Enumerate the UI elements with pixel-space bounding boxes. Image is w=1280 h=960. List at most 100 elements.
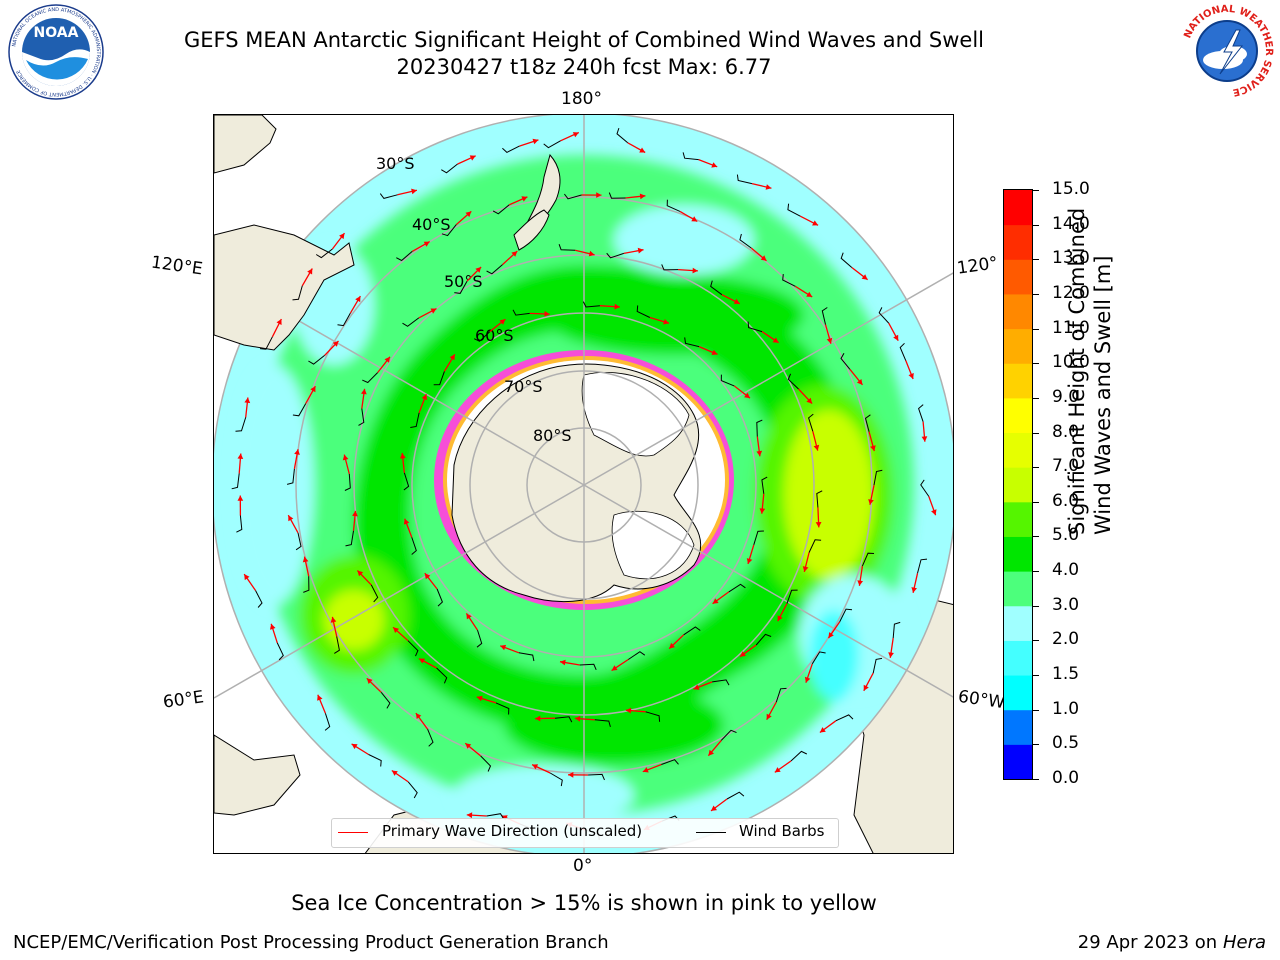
- wave-arrow-head: [760, 255, 767, 261]
- wind-barb: [608, 192, 626, 199]
- wind-barb: [286, 468, 295, 485]
- wave-arrow-head: [560, 659, 566, 666]
- wave-arrow-head: [532, 138, 539, 145]
- lon-label-right-upper: 120°: [955, 253, 1000, 279]
- wave-arrow-head: [669, 642, 675, 649]
- colorbar-tick-mark: [1033, 328, 1039, 330]
- colorbar-tick-mark: [1033, 640, 1039, 642]
- wave-arrow-head: [663, 319, 669, 325]
- wave-arrow-head: [806, 397, 813, 404]
- colorbar-swatch: [1004, 675, 1032, 711]
- wave-arrow-head: [302, 556, 309, 563]
- wind-barb: [808, 539, 822, 553]
- wave-arrow-head: [384, 356, 390, 363]
- wind-barb: [755, 633, 772, 646]
- wind-barb: [563, 193, 582, 200]
- wind-barb: [840, 353, 851, 370]
- wind-barb: [549, 772, 563, 787]
- wind-barb: [899, 342, 907, 361]
- wave-arrow-head: [819, 727, 826, 733]
- wave-arrow-head: [449, 354, 455, 361]
- wave-arrow-head: [351, 743, 358, 750]
- wave-arrow-head: [740, 651, 746, 657]
- colorbar-swatch: [1004, 190, 1032, 226]
- colorbar-tick-mark: [1033, 259, 1039, 261]
- wind-barb: [579, 663, 597, 670]
- wave-arrow-head: [317, 694, 323, 701]
- wind-barb: [476, 629, 483, 648]
- wind-barb: [480, 755, 492, 772]
- colorbar-swatch: [1004, 571, 1032, 607]
- wind-barb: [362, 372, 378, 384]
- wind-barb: [726, 791, 745, 800]
- wind-barb: [486, 264, 503, 275]
- wind-barb: [495, 702, 510, 715]
- wave-arrow-head: [466, 613, 472, 620]
- wave-arrow-head: [391, 770, 398, 776]
- wave-arrow-head: [596, 192, 602, 198]
- wave-arrow-head: [639, 147, 646, 153]
- wind-barb: [588, 773, 605, 781]
- noaa-logo: NOAA NATIONAL OCEANIC AND ATMOSPHERIC AD…: [8, 4, 104, 100]
- wind-barb: [761, 476, 768, 494]
- wave-arrow-head: [270, 623, 276, 630]
- legend-barb-label: Wind Barbs: [739, 822, 825, 840]
- colorbar-swatch: [1004, 363, 1032, 399]
- wind-barb: [712, 679, 730, 686]
- wind-barb: [840, 252, 853, 268]
- wave-arrow-head: [908, 373, 914, 379]
- wave-arrow-head: [424, 573, 431, 580]
- colorbar-tick-mark: [1033, 779, 1039, 780]
- wind-barb: [558, 244, 576, 251]
- wind-barb: [917, 558, 928, 574]
- wind-barb: [433, 371, 445, 386]
- wave-arrow-head: [639, 193, 646, 200]
- wind-barb: [441, 163, 458, 174]
- wave-arrow-head: [366, 678, 373, 684]
- wind-barb: [628, 651, 646, 660]
- legend: Primary Wave Direction (unscaled) Wind B…: [331, 818, 839, 848]
- wind-barb: [555, 716, 573, 723]
- wave-arrow-head: [931, 509, 937, 516]
- wave-arrow-head: [772, 337, 779, 343]
- wave-arrow-head: [511, 251, 518, 257]
- colorbar-tick-label: 13.0: [1052, 248, 1090, 269]
- wave-arrow-head: [357, 570, 364, 577]
- wave-arrow-head: [352, 510, 358, 517]
- wind-barb: [396, 251, 413, 262]
- wind-barb: [835, 714, 854, 722]
- wind-barb: [235, 417, 247, 432]
- colorbar-swatch: [1004, 224, 1032, 260]
- colorbar-swatch: [1004, 328, 1032, 364]
- wave-arrow-head: [276, 319, 282, 325]
- wave-arrow-head: [712, 598, 719, 604]
- wind-barb: [775, 687, 787, 703]
- noaa-logo-name: NOAA: [34, 25, 79, 41]
- lat-label-40s: 40°S: [412, 215, 451, 234]
- colorbar-swatch: [1004, 536, 1032, 572]
- wave-arrow-head: [812, 220, 819, 226]
- colorbar-tick-mark: [1033, 675, 1039, 677]
- wave-arrow-head: [861, 274, 868, 280]
- wave-arrow-head: [774, 767, 781, 773]
- footer-date-text: 29 Apr 2023 on: [1077, 932, 1218, 953]
- wind-barb: [407, 781, 418, 799]
- lon-label-right-lower: 60°W: [956, 686, 1007, 714]
- wind-barb: [403, 472, 410, 491]
- wind-barb: [710, 280, 723, 296]
- wave-arrow-head: [766, 713, 772, 720]
- wind-barb: [308, 355, 325, 365]
- wave-arrow-head: [465, 743, 472, 749]
- wind-barb: [753, 530, 764, 545]
- footer-credit: NCEP/EMC/Verification Post Processing Pr…: [13, 932, 609, 953]
- wind-barb: [683, 626, 701, 636]
- wind-barb: [582, 301, 600, 308]
- colorbar-tick-mark: [1033, 536, 1039, 538]
- wind-barb: [918, 404, 924, 422]
- colorbar-label-line2: Wind Waves and Swell [m]: [1091, 255, 1115, 535]
- nws-logo: NATIONAL WEATHER SERVICE: [1178, 2, 1276, 100]
- wind-barb: [661, 759, 679, 765]
- wind-barb: [661, 264, 679, 271]
- colorbar-swatch: [1004, 501, 1032, 537]
- colorbar-tick-label: 14.0: [1052, 213, 1090, 234]
